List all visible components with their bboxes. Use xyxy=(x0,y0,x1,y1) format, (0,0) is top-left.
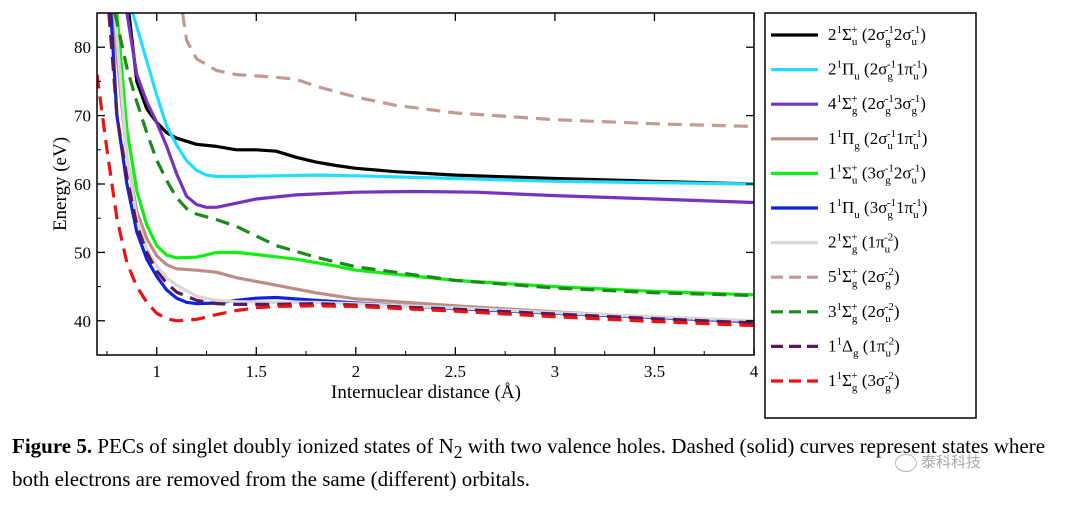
y-tick-label: 40 xyxy=(74,312,91,331)
series-line-s2 xyxy=(131,13,754,186)
legend xyxy=(764,12,977,419)
x-tick-label: 1.5 xyxy=(246,362,267,381)
legend-label-s1: 21Σu+ (2σg-12σu-1) xyxy=(828,24,926,48)
x-tick-label: 1 xyxy=(152,362,161,381)
x-tick-label: 3 xyxy=(551,362,560,381)
series-line-s9 xyxy=(113,13,754,298)
legend-label-s4: 11Πg (2σu-11πu-1) xyxy=(828,128,927,152)
legend-label-s8: 51Σg+ (2σg-2) xyxy=(828,266,900,290)
series-line-s11 xyxy=(97,74,754,328)
y-tick-label: 50 xyxy=(74,243,91,262)
chart: 1 1.5 2 2.5 3 3.5 4 40 50 60 70 80 Internuclear dis… xyxy=(50,12,977,419)
figure-caption: Figure 5. PECs of singlet doubly ionized… xyxy=(12,433,1072,493)
x-axis-label: Internuclear distance (Å) xyxy=(331,382,521,403)
caption-text-part1: PECs of singlet doubly ionized states of… xyxy=(92,434,454,458)
caption-subscript: 2 xyxy=(453,442,463,463)
y-tick-label: 70 xyxy=(74,107,91,126)
legend-label-s10: 11Δg (1πu-2) xyxy=(828,335,900,359)
x-tick-label: 2.5 xyxy=(445,362,466,381)
legend-label-s11: 11Σg+ (3σg-2) xyxy=(828,370,900,394)
y-axis-label: Energy (eV) xyxy=(50,137,71,231)
watermark: 泰科科技 xyxy=(895,451,981,472)
series-line-s8 xyxy=(181,13,754,129)
x-tick-label: 2 xyxy=(352,362,361,381)
x-tick-label: 3.5 xyxy=(644,362,665,381)
x-tick-label: 4 xyxy=(750,362,759,381)
legend-label-s2: 21Πu (2σg-11πu-1) xyxy=(828,59,927,83)
legend-label-s7: 21Σg+ (1πu-2) xyxy=(828,232,899,256)
y-tick-label: 60 xyxy=(74,175,91,194)
wechat-logo-icon xyxy=(895,453,917,472)
legend-label-s9: 31Σg+ (2σu-2) xyxy=(828,301,900,325)
legend-label-s3: 41Σg+ (2σg-13σg-1) xyxy=(828,93,926,117)
legend-label-s6: 11Πu (3σg-11πu-1) xyxy=(828,197,927,221)
caption-text-part2: with two valence holes. Dashed (solid) c… xyxy=(12,434,1046,492)
y-tick-label: 80 xyxy=(74,38,91,57)
series-line-s10 xyxy=(107,13,754,325)
caption-figure-label: Figure 5. xyxy=(12,434,93,458)
legend-label-s5: 11Σu+ (3σg-12σu-1) xyxy=(828,162,926,186)
series-line-s3 xyxy=(125,13,754,209)
watermark-text: 泰科科技 xyxy=(921,453,982,471)
